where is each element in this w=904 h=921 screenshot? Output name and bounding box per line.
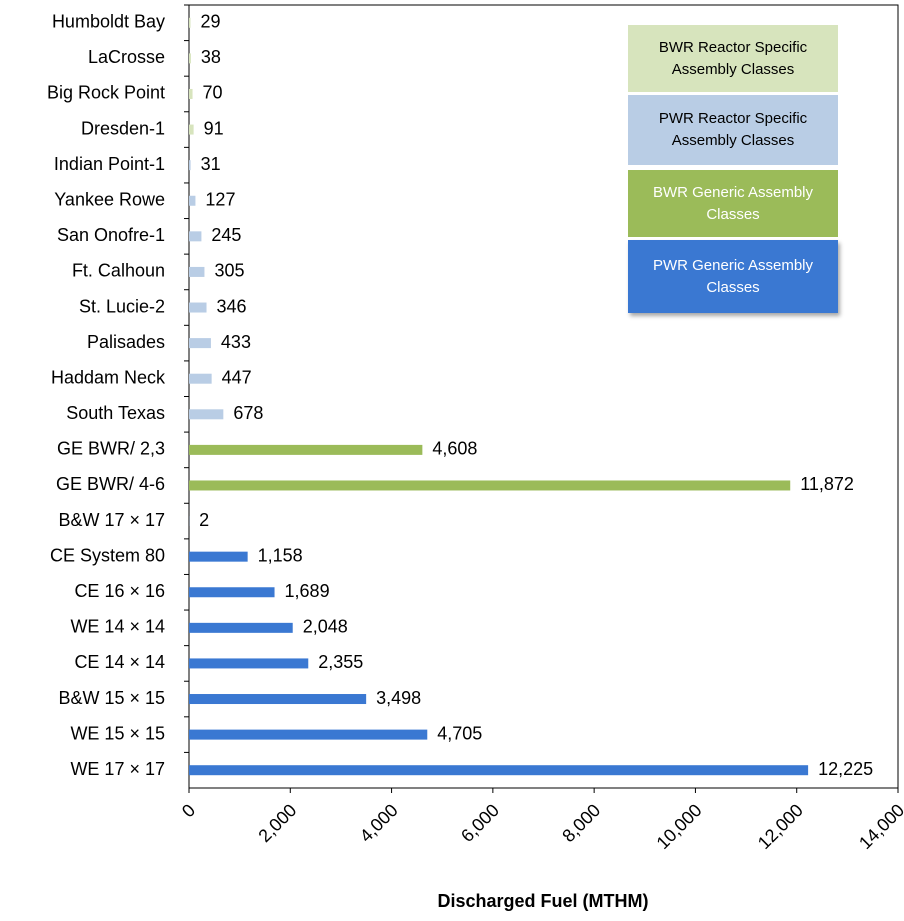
y-tick-label: CE System 80 bbox=[50, 545, 165, 565]
x-tick-label: 10,000 bbox=[653, 800, 706, 853]
bar bbox=[189, 231, 202, 242]
y-tick-label: San Onofre-1 bbox=[57, 225, 165, 245]
y-tick-label: Indian Point-1 bbox=[54, 154, 165, 174]
y-tick-label: B&W 15 × 15 bbox=[58, 688, 165, 708]
legend-entry: BWR Generic Assembly Classes bbox=[628, 170, 838, 237]
bar bbox=[189, 622, 293, 633]
legend-entry: BWR Reactor Specific Assembly Classes bbox=[628, 25, 838, 92]
data-label: 447 bbox=[222, 367, 252, 387]
data-label: 2,355 bbox=[318, 652, 363, 672]
data-label: 29 bbox=[200, 12, 220, 32]
y-tick-label: Palisades bbox=[87, 332, 165, 352]
bar bbox=[189, 480, 791, 491]
bar bbox=[189, 694, 367, 705]
data-label: 2 bbox=[199, 510, 209, 530]
bar bbox=[189, 587, 275, 598]
data-label: 31 bbox=[201, 154, 221, 174]
y-tick-label: WE 14 × 14 bbox=[70, 617, 165, 637]
data-label: 346 bbox=[217, 296, 247, 316]
data-label: 2,048 bbox=[303, 617, 348, 637]
bar bbox=[189, 302, 207, 313]
bar bbox=[189, 88, 193, 99]
bar bbox=[189, 338, 211, 349]
data-label: 4,705 bbox=[437, 723, 482, 743]
data-label: 245 bbox=[211, 225, 241, 245]
bar bbox=[189, 551, 248, 562]
y-tick-label: GE BWR/ 2,3 bbox=[57, 439, 165, 459]
data-label: 1,689 bbox=[285, 581, 330, 601]
x-axis-title: Discharged Fuel (MTHM) bbox=[437, 891, 648, 911]
y-tick-label: South Texas bbox=[66, 403, 165, 423]
y-tick-label: Big Rock Point bbox=[47, 83, 165, 103]
x-tick-label: 12,000 bbox=[754, 800, 807, 853]
x-tick-label: 8,000 bbox=[558, 800, 604, 846]
y-tick-label: Yankee Rowe bbox=[54, 190, 165, 210]
bar bbox=[189, 409, 224, 420]
y-tick-label: CE 16 × 16 bbox=[74, 581, 165, 601]
data-label: 433 bbox=[221, 332, 251, 352]
bar bbox=[189, 124, 194, 135]
legend-entry: PWR Reactor Specific Assembly Classes bbox=[628, 95, 838, 165]
y-tick-label: WE 15 × 15 bbox=[70, 723, 165, 743]
y-tick-label: St. Lucie-2 bbox=[79, 296, 165, 316]
y-tick-label: WE 17 × 17 bbox=[70, 759, 165, 779]
x-tick-label: 0 bbox=[178, 800, 199, 821]
y-tick-label: GE BWR/ 4-6 bbox=[56, 474, 165, 494]
bar bbox=[189, 266, 205, 277]
data-label: 38 bbox=[201, 47, 221, 67]
bar bbox=[189, 658, 309, 669]
x-tick-label: 2,000 bbox=[254, 800, 300, 846]
y-tick-label: CE 14 × 14 bbox=[74, 652, 165, 672]
y-tick-label: LaCrosse bbox=[88, 47, 165, 67]
data-label: 678 bbox=[233, 403, 263, 423]
data-label: 11,872 bbox=[800, 474, 854, 494]
y-tick-label: B&W 17 × 17 bbox=[58, 510, 165, 530]
data-label: 3,498 bbox=[376, 688, 421, 708]
bar bbox=[189, 160, 191, 171]
bar bbox=[189, 17, 191, 28]
x-tick-label: 4,000 bbox=[356, 800, 402, 846]
data-label: 12,225 bbox=[818, 759, 873, 779]
x-tick-label: 14,000 bbox=[855, 800, 904, 853]
bar bbox=[189, 373, 212, 384]
bar bbox=[189, 729, 428, 740]
bar bbox=[189, 195, 196, 206]
bar bbox=[189, 53, 191, 64]
data-label: 4,608 bbox=[432, 439, 477, 459]
data-label: 1,158 bbox=[258, 545, 303, 565]
y-tick-label: Haddam Neck bbox=[51, 367, 166, 387]
y-tick-label: Dresden-1 bbox=[81, 118, 165, 138]
bar bbox=[189, 765, 809, 776]
data-label: 127 bbox=[205, 190, 235, 210]
y-tick-label: Ft. Calhoun bbox=[72, 261, 165, 281]
y-tick-label: Humboldt Bay bbox=[52, 12, 165, 32]
data-label: 70 bbox=[203, 83, 223, 103]
legend-entry: PWR Generic Assembly Classes bbox=[628, 240, 838, 313]
bar bbox=[189, 444, 423, 455]
x-tick-label: 6,000 bbox=[457, 800, 503, 846]
data-label: 305 bbox=[214, 261, 244, 281]
data-label: 91 bbox=[204, 118, 224, 138]
